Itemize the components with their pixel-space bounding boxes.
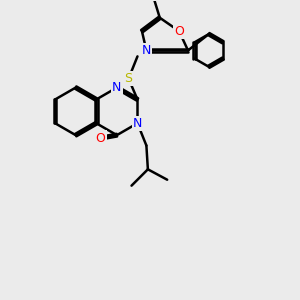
Text: O: O xyxy=(96,132,106,145)
Text: O: O xyxy=(174,25,184,38)
Text: N: N xyxy=(133,117,142,130)
Text: S: S xyxy=(124,72,133,85)
Text: N: N xyxy=(112,81,122,94)
Text: N: N xyxy=(142,44,151,57)
